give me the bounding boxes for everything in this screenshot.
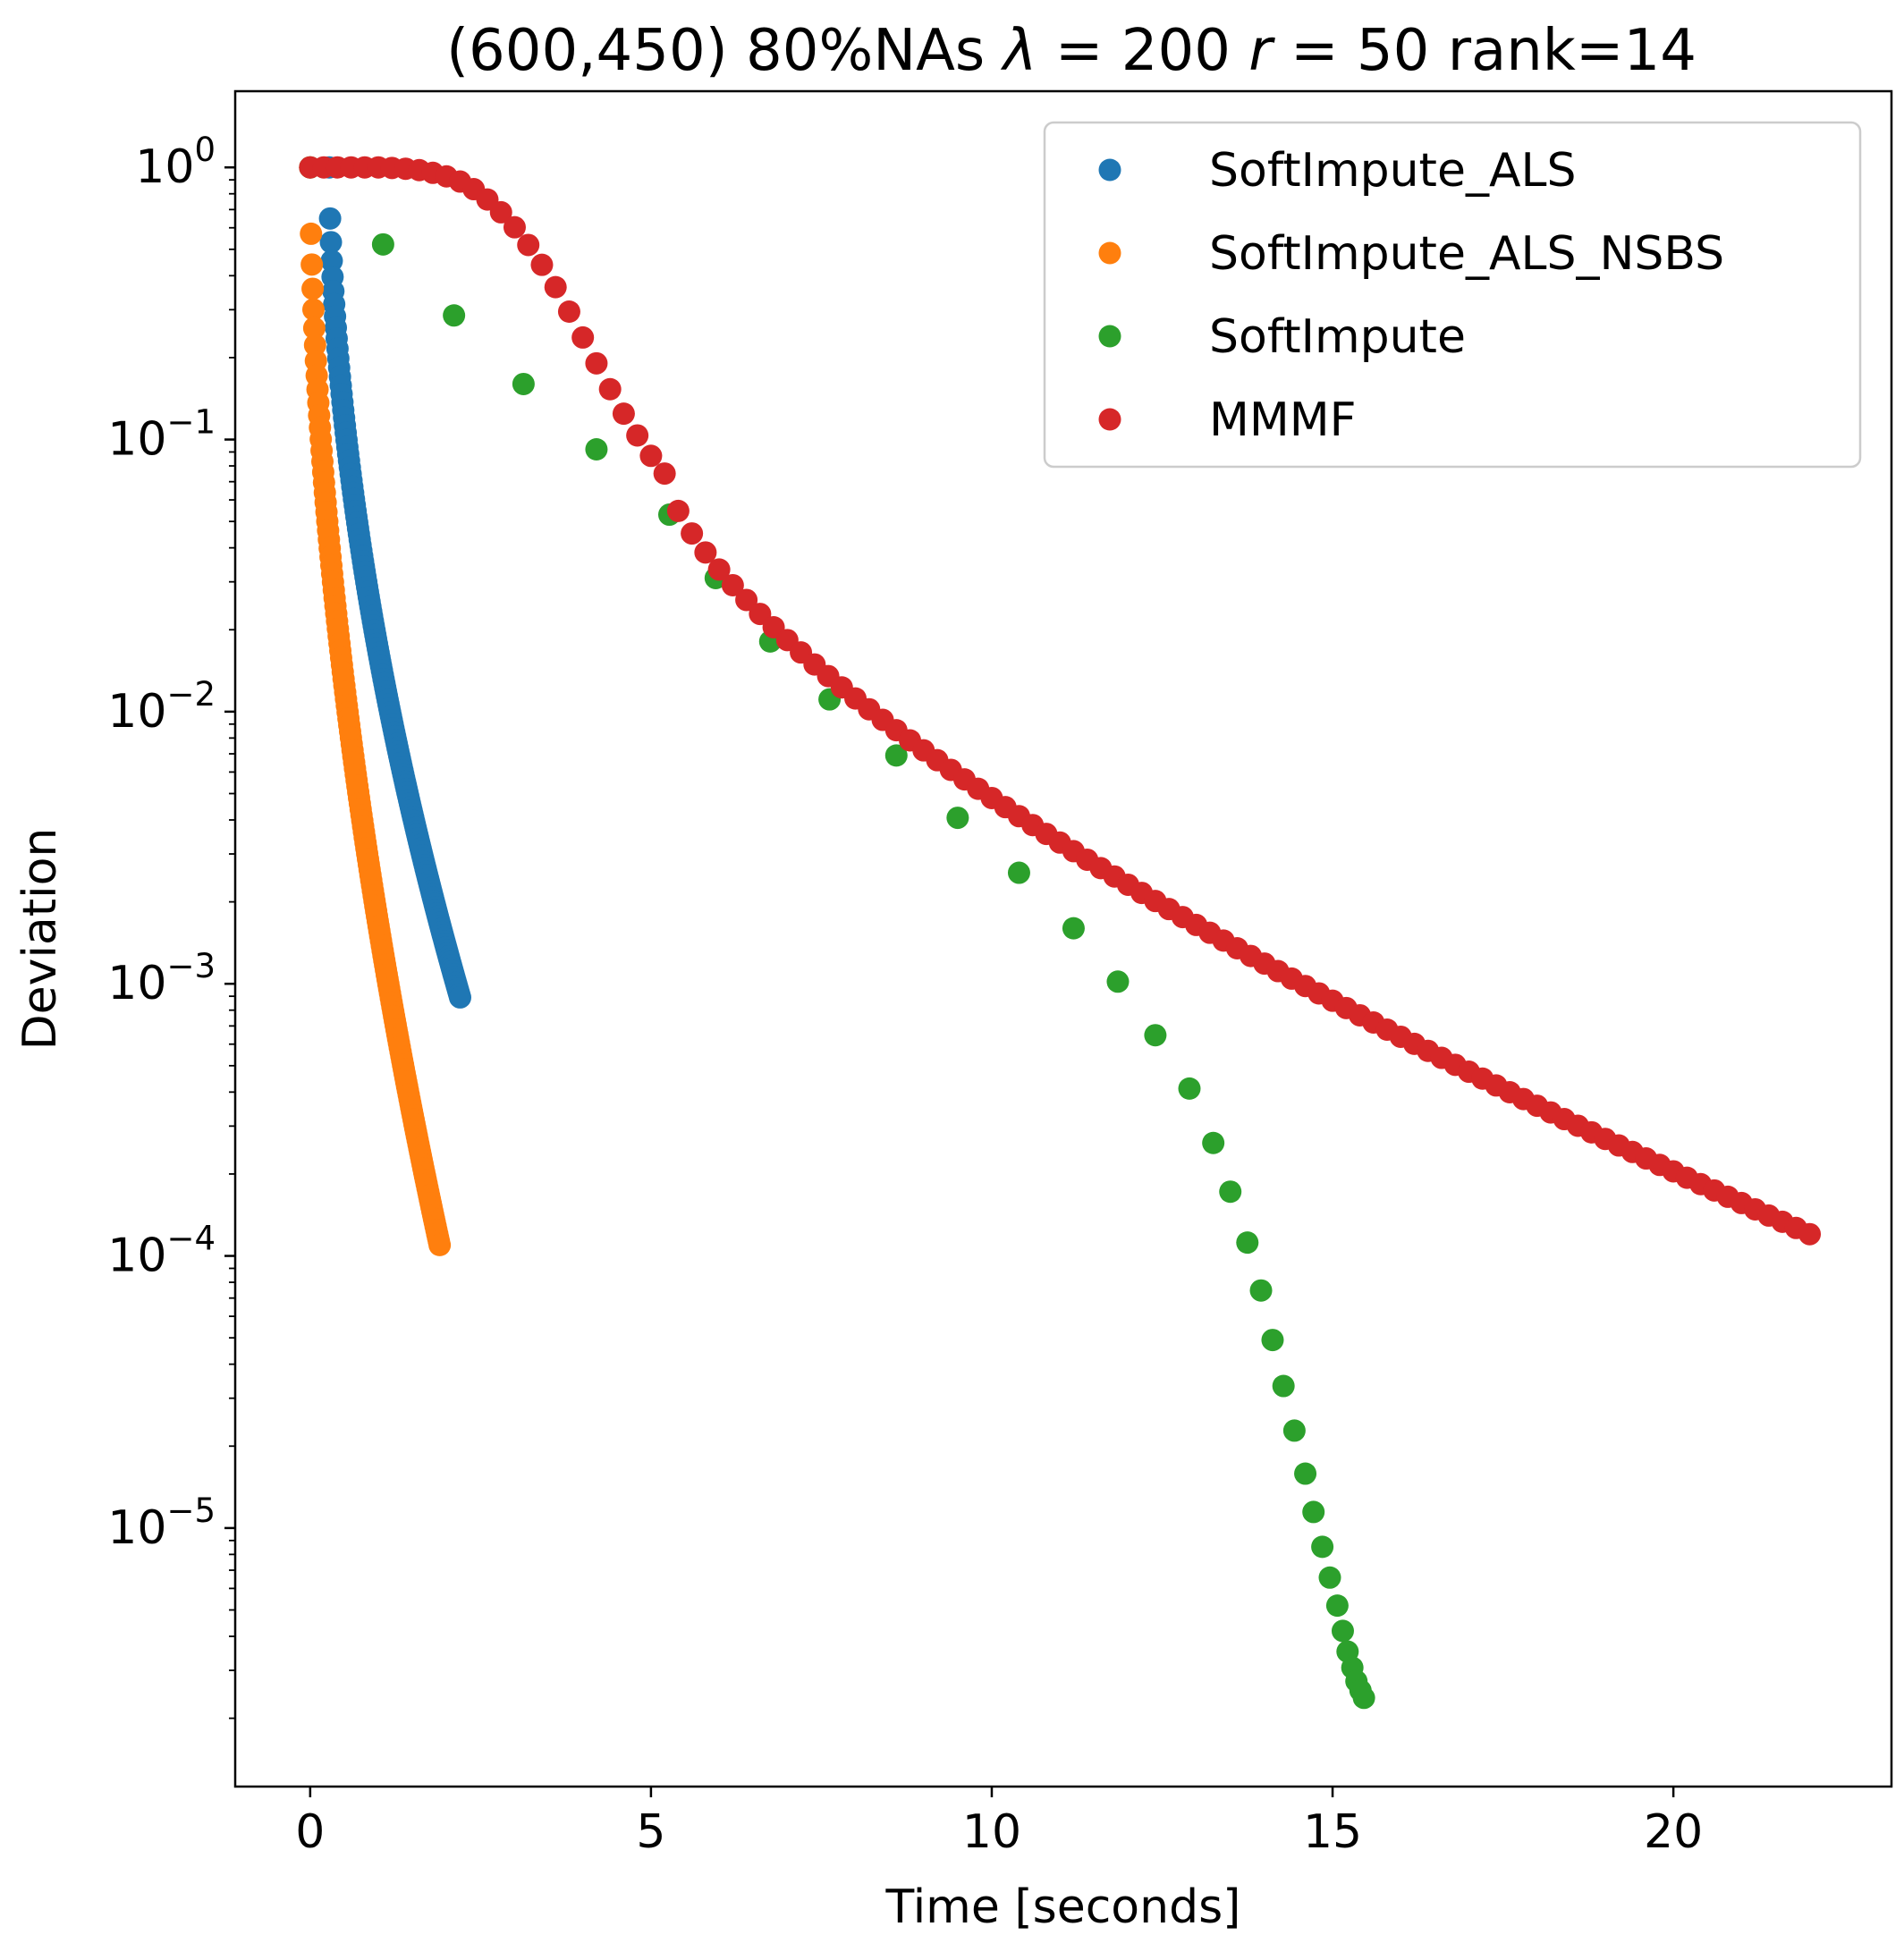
x-tick-label: 5 xyxy=(636,1805,665,1859)
data-point xyxy=(639,444,663,468)
data-point xyxy=(707,558,731,581)
data-markers xyxy=(299,156,1822,1710)
data-point xyxy=(694,541,717,564)
data-point xyxy=(946,807,969,830)
data-point xyxy=(544,275,567,299)
x-axis-label: Time [seconds] xyxy=(885,1880,1241,1934)
data-point xyxy=(301,298,325,321)
data-point xyxy=(302,317,326,340)
data-point xyxy=(301,277,325,300)
legend-label: SoftImpute xyxy=(1209,310,1466,364)
data-point xyxy=(1178,1077,1201,1100)
data-point xyxy=(557,300,580,324)
y-tick-label: 10−1 xyxy=(107,403,216,467)
data-point xyxy=(1007,861,1030,884)
data-point xyxy=(503,215,526,239)
data-point xyxy=(1236,1231,1259,1255)
chart-title: (600,450) 80%NAs λ = 200 r = 50 rank=14 xyxy=(446,18,1697,84)
data-point xyxy=(571,325,595,349)
x-tick-label: 20 xyxy=(1644,1805,1703,1859)
data-point xyxy=(1282,1419,1306,1442)
data-point xyxy=(449,985,472,1009)
data-point xyxy=(598,377,622,401)
data-point xyxy=(735,588,758,612)
x-tick-label: 10 xyxy=(962,1805,1021,1859)
x-axis-ticks: 0 5 10 15 20 xyxy=(295,1787,1703,1859)
legend-items: SoftImpute_ALS SoftImpute_ALS_NSBS SoftImp… xyxy=(1098,144,1724,447)
legend-label: SoftImpute_ALS xyxy=(1209,144,1577,198)
legend-label: SoftImpute_ALS_NSBS xyxy=(1209,227,1724,281)
legend-label: MMMF xyxy=(1209,393,1357,447)
y-tick-label: 10−5 xyxy=(107,1491,216,1555)
data-point xyxy=(303,334,326,357)
data-point xyxy=(443,304,466,327)
data-point xyxy=(1202,1131,1225,1154)
data-point xyxy=(1798,1222,1822,1246)
y-tick-label: 10−3 xyxy=(107,947,216,1010)
legend-marker xyxy=(1098,325,1121,348)
data-point xyxy=(320,249,343,273)
data-point xyxy=(681,522,704,545)
data-point xyxy=(428,1233,452,1256)
legend-marker xyxy=(1098,241,1121,265)
data-point xyxy=(319,231,343,254)
data-point xyxy=(530,253,554,276)
legend-marker xyxy=(1098,158,1121,182)
data-point xyxy=(1062,917,1085,940)
data-point xyxy=(1352,1686,1375,1710)
data-point xyxy=(1219,1180,1242,1204)
data-point xyxy=(721,573,744,596)
legend-marker xyxy=(1098,408,1121,431)
data-point xyxy=(1302,1500,1325,1524)
data-point xyxy=(626,424,649,447)
y-tick-label: 100 xyxy=(135,131,216,194)
data-point xyxy=(1318,1566,1341,1589)
data-point xyxy=(666,499,690,522)
legend: SoftImpute_ALS SoftImpute_ALS_NSBS SoftImp… xyxy=(1043,121,1862,469)
data-point xyxy=(300,253,324,276)
data-point xyxy=(585,351,608,375)
data-point xyxy=(1144,1024,1167,1047)
data-point xyxy=(1272,1374,1295,1398)
x-tick-label: 0 xyxy=(295,1805,325,1859)
data-point xyxy=(512,372,535,395)
x-tick-label: 15 xyxy=(1303,1805,1362,1859)
data-point xyxy=(884,744,908,767)
data-point xyxy=(1106,970,1130,993)
data-point xyxy=(585,438,608,461)
data-point xyxy=(1261,1329,1284,1352)
data-point xyxy=(1331,1619,1354,1643)
plot-frame xyxy=(233,89,1893,1788)
data-point xyxy=(1311,1535,1334,1559)
data-point xyxy=(489,200,512,224)
legend-box xyxy=(1043,121,1862,469)
data-point xyxy=(517,233,540,257)
data-point xyxy=(1249,1279,1273,1302)
y-tick-label: 10−2 xyxy=(107,675,216,739)
data-point xyxy=(318,207,342,230)
data-point xyxy=(371,232,394,256)
data-point xyxy=(1325,1594,1349,1618)
y-axis-ticks: 100 10−1 10−2 10−3 10−4 10−5 xyxy=(107,131,235,1720)
data-point xyxy=(653,462,676,486)
data-point xyxy=(612,402,635,426)
data-point xyxy=(1294,1462,1317,1485)
y-axis-label: Deviation xyxy=(13,828,67,1051)
y-tick-label: 10−4 xyxy=(107,1220,216,1283)
data-point xyxy=(300,222,323,245)
